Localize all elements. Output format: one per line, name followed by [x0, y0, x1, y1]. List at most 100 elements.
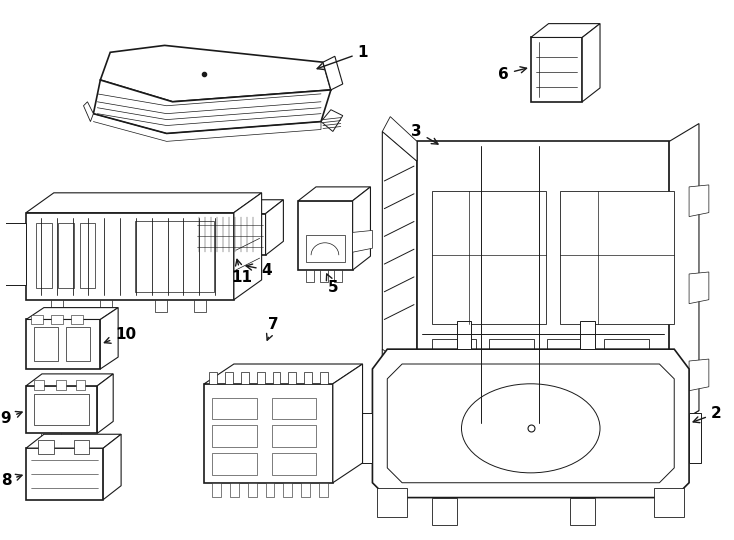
Polygon shape — [26, 448, 103, 500]
Text: 4: 4 — [246, 262, 272, 278]
Polygon shape — [84, 102, 93, 122]
Polygon shape — [209, 372, 217, 384]
Polygon shape — [604, 339, 649, 403]
Polygon shape — [298, 201, 352, 270]
Polygon shape — [56, 380, 66, 390]
Polygon shape — [204, 384, 333, 483]
Polygon shape — [272, 426, 316, 447]
Polygon shape — [101, 45, 331, 102]
Polygon shape — [101, 308, 118, 369]
Polygon shape — [241, 372, 249, 384]
Polygon shape — [689, 185, 709, 217]
Polygon shape — [26, 213, 234, 300]
Polygon shape — [306, 235, 345, 262]
Polygon shape — [257, 372, 264, 384]
Polygon shape — [4, 222, 26, 285]
Polygon shape — [31, 314, 43, 325]
Polygon shape — [26, 386, 98, 433]
Polygon shape — [73, 440, 90, 454]
Polygon shape — [195, 300, 206, 312]
Polygon shape — [230, 483, 239, 497]
Polygon shape — [155, 300, 167, 312]
Polygon shape — [319, 483, 328, 497]
Polygon shape — [26, 434, 121, 448]
Polygon shape — [570, 497, 595, 525]
Polygon shape — [581, 321, 595, 349]
Polygon shape — [272, 397, 316, 420]
Polygon shape — [531, 24, 600, 37]
Polygon shape — [615, 421, 635, 433]
Text: 6: 6 — [498, 66, 526, 82]
Polygon shape — [432, 497, 457, 525]
Polygon shape — [372, 349, 689, 497]
Polygon shape — [382, 131, 417, 428]
Polygon shape — [266, 200, 283, 255]
Polygon shape — [352, 231, 372, 252]
Polygon shape — [466, 421, 486, 433]
Polygon shape — [41, 433, 61, 441]
Polygon shape — [432, 191, 545, 325]
Polygon shape — [266, 483, 275, 497]
Polygon shape — [377, 488, 407, 517]
Polygon shape — [36, 222, 52, 288]
Polygon shape — [689, 272, 709, 303]
Polygon shape — [234, 193, 261, 300]
Polygon shape — [212, 397, 257, 420]
Text: 3: 3 — [411, 124, 438, 144]
Polygon shape — [204, 364, 363, 384]
Polygon shape — [689, 414, 701, 463]
Polygon shape — [352, 187, 371, 270]
Text: 5: 5 — [327, 274, 338, 295]
Polygon shape — [101, 300, 112, 312]
Polygon shape — [34, 327, 58, 361]
Polygon shape — [195, 214, 266, 255]
Polygon shape — [93, 80, 331, 133]
Polygon shape — [432, 339, 476, 403]
Polygon shape — [212, 483, 221, 497]
Polygon shape — [531, 37, 582, 102]
Polygon shape — [34, 380, 44, 390]
Polygon shape — [382, 349, 417, 418]
Polygon shape — [323, 56, 343, 90]
Polygon shape — [417, 141, 669, 428]
Polygon shape — [51, 300, 62, 312]
Polygon shape — [457, 321, 471, 349]
Polygon shape — [321, 110, 343, 131]
Text: 2: 2 — [693, 406, 722, 423]
Text: 7: 7 — [266, 317, 279, 340]
Text: 8: 8 — [1, 473, 22, 488]
Polygon shape — [541, 421, 561, 433]
Polygon shape — [306, 270, 314, 282]
Polygon shape — [135, 220, 214, 292]
Text: 10: 10 — [104, 327, 137, 343]
Polygon shape — [304, 372, 312, 384]
Polygon shape — [298, 187, 371, 201]
Polygon shape — [388, 364, 675, 483]
Polygon shape — [98, 374, 113, 433]
Polygon shape — [655, 488, 684, 517]
Polygon shape — [360, 414, 372, 463]
Polygon shape — [547, 339, 591, 403]
Polygon shape — [382, 117, 417, 161]
Polygon shape — [58, 222, 73, 288]
Polygon shape — [689, 359, 709, 391]
Polygon shape — [212, 453, 257, 475]
Polygon shape — [489, 339, 534, 403]
Polygon shape — [333, 364, 363, 483]
Polygon shape — [272, 453, 316, 475]
Polygon shape — [248, 483, 257, 497]
Polygon shape — [79, 222, 95, 288]
Polygon shape — [51, 314, 62, 325]
Polygon shape — [225, 372, 233, 384]
Polygon shape — [66, 327, 90, 361]
Polygon shape — [26, 193, 261, 213]
Polygon shape — [26, 320, 101, 369]
Polygon shape — [320, 372, 328, 384]
Polygon shape — [669, 124, 699, 428]
Polygon shape — [34, 394, 90, 426]
Polygon shape — [582, 24, 600, 102]
Polygon shape — [103, 434, 121, 500]
Polygon shape — [288, 372, 297, 384]
Polygon shape — [301, 483, 310, 497]
Text: 9: 9 — [1, 411, 22, 426]
